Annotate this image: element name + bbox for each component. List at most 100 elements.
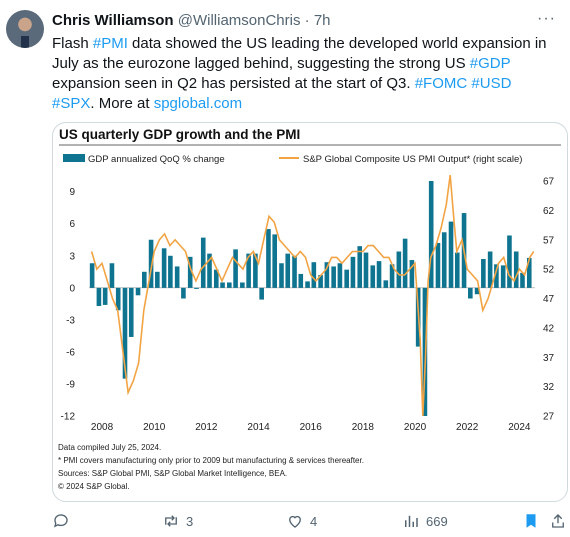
right-axis-tick: 47 (543, 294, 555, 305)
right-axis-tick: 57 (543, 235, 555, 246)
share-icon (552, 514, 564, 528)
pmi-series-line (90, 174, 535, 417)
gdp-bar (468, 287, 473, 299)
gdp-bar (363, 252, 369, 288)
chart-note-0: Data compiled July 25, 2024. (58, 443, 161, 452)
gdp-bar (207, 253, 212, 288)
tweet-link[interactable]: #PMI (92, 35, 128, 52)
gdp-bar (148, 239, 154, 288)
reply-button[interactable] (52, 512, 76, 530)
gdp-bar (526, 257, 532, 288)
gdp-bar (141, 271, 147, 288)
gdp-bar (331, 266, 336, 288)
tweet-time[interactable]: · 7h (304, 12, 331, 29)
gdp-pmi-chart: US quarterly GDP growth and the PMI GDP … (58, 127, 561, 491)
tweet-text: Flash #PMI data showed the US leading th… (52, 34, 557, 114)
chart-image[interactable]: US quarterly GDP growth and the PMI GDP … (52, 122, 568, 502)
gdp-bar (135, 287, 141, 296)
gdp-bar (487, 251, 493, 288)
gdp-bar (89, 263, 95, 288)
gdp-bar (285, 253, 291, 288)
share-button[interactable] (549, 512, 567, 530)
chart-note-3: © 2024 S&P Global. (58, 482, 130, 491)
gdp-bar (357, 246, 363, 288)
avatar[interactable] (6, 10, 44, 48)
tweet-link[interactable]: spglobal.com (153, 95, 243, 112)
more-options-button[interactable]: ··· (537, 10, 556, 28)
gdp-bar (220, 282, 225, 288)
gdp-bar (389, 264, 395, 288)
gdp-bar (109, 263, 115, 288)
tweet-text-segment: . More at (90, 95, 154, 112)
chart-title: US quarterly GDP growth and the PMI (59, 127, 300, 142)
gdp-bar (494, 264, 499, 288)
gdp-bar (227, 282, 232, 288)
left-axis-tick: -6 (66, 347, 75, 358)
right-axis-tick: 52 (543, 265, 555, 276)
tweet-link[interactable]: #GDP (469, 55, 511, 72)
gdp-bar (161, 248, 167, 288)
gdp-bar (318, 275, 323, 288)
legend-bar-swatch (63, 154, 85, 162)
ellipsis-icon: ··· (537, 10, 556, 27)
x-axis-tick: 2012 (195, 422, 218, 433)
gdp-bar (454, 252, 460, 288)
tweet-link[interactable]: #USD (471, 75, 512, 92)
x-axis-tick: 2010 (143, 422, 166, 433)
left-axis-tick: 3 (69, 251, 75, 262)
gdp-bar (435, 242, 441, 288)
right-axis-tick: 27 (543, 412, 555, 423)
right-axis-tick: 32 (543, 382, 555, 393)
gdp-bar (155, 271, 160, 288)
tweet-link[interactable]: #FOMC (414, 75, 468, 92)
gdp-bar (174, 266, 180, 288)
left-axis-tick: 9 (69, 187, 75, 198)
author-name[interactable]: Chris Williamson (52, 12, 174, 29)
tweet-header: Chris Williamson @WilliamsonChris · 7h (52, 12, 331, 29)
gdp-bar (376, 261, 382, 288)
left-axis-tick: 0 (69, 283, 75, 294)
left-axis-tick: -12 (61, 412, 76, 423)
gdp-bar (259, 287, 264, 300)
gdp-bar (200, 237, 206, 288)
gdp-bar (122, 287, 128, 379)
gdp-bar (481, 258, 486, 288)
gdp-bar (279, 263, 284, 288)
views-button[interactable]: 669 (402, 512, 448, 530)
tweet-link[interactable]: #SPX (52, 95, 91, 112)
gdp-bar (168, 255, 173, 288)
gdp-bar (253, 253, 258, 288)
left-axis-tick: -9 (66, 379, 75, 390)
x-axis-tick: 2020 (404, 422, 427, 433)
left-axis-tick: 6 (69, 219, 75, 230)
tweet-text-segment: expansion seen in Q2 has persisted at th… (52, 75, 415, 92)
gdp-bar (474, 287, 480, 295)
gdp-bar (396, 251, 402, 288)
bookmark-button[interactable] (522, 512, 540, 530)
gdp-bar (102, 287, 108, 305)
legend-line-label: S&P Global Composite US PMI Output* (rig… (303, 154, 522, 165)
gdp-bar (520, 272, 525, 288)
x-axis-tick: 2008 (91, 422, 114, 433)
like-button[interactable]: 4 (286, 512, 317, 530)
retweet-button[interactable]: 3 (162, 512, 193, 530)
gdp-bar (344, 269, 349, 288)
gdp-bar (409, 260, 415, 288)
reply-icon (53, 514, 68, 528)
gdp-bar (298, 273, 304, 288)
gdp-bar (507, 235, 512, 288)
right-axis-tick: 62 (543, 206, 555, 217)
gdp-bar (115, 287, 121, 311)
author-handle[interactable]: @WilliamsonChris (177, 12, 301, 29)
gdp-bar (194, 287, 199, 289)
x-axis-tick: 2024 (508, 422, 531, 433)
x-axis-tick: 2018 (352, 422, 375, 433)
gdp-bar (441, 232, 447, 288)
gdp-bar (402, 238, 408, 288)
tweet-text-segment: Flash (52, 35, 93, 52)
heart-icon (289, 515, 301, 528)
gdp-bar (292, 255, 297, 288)
views-count: 669 (426, 513, 448, 529)
gdp-bar (233, 249, 238, 288)
gdp-bar (305, 281, 310, 288)
